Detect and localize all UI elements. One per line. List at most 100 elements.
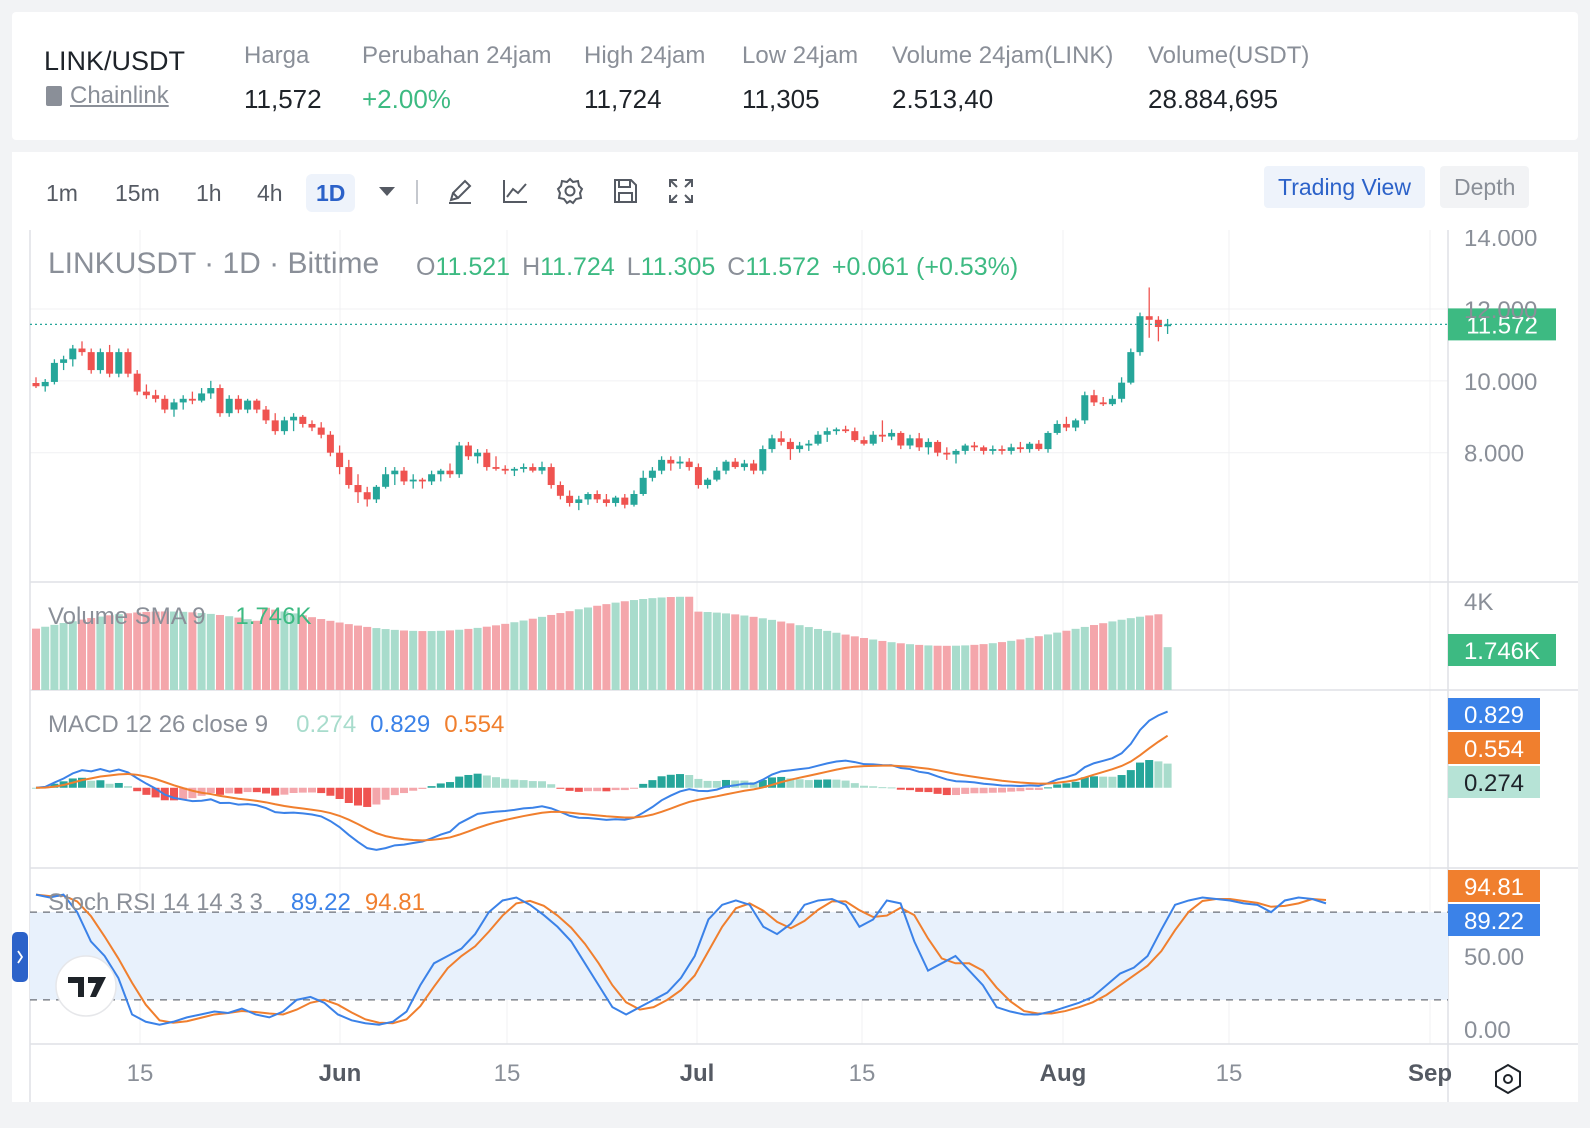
candle-up: [832, 429, 840, 432]
macd-histogram-bar: [1099, 776, 1108, 788]
o-value: 11.521: [435, 253, 510, 281]
chart-toolbar: 1m 15m 1h 4h 1D Trading View Depth: [12, 152, 1578, 230]
macd-histogram-bar: [712, 781, 721, 788]
volume-bar: [676, 596, 684, 690]
volume-bar: [814, 628, 822, 690]
macd-histogram-bar: [878, 787, 887, 789]
candle-up: [924, 441, 932, 448]
price-chart[interactable]: 11.57214.00012.00010.0008.0004K1.746K0.0…: [12, 152, 1578, 1102]
macd-histogram-bar: [952, 787, 960, 796]
candle-up: [179, 398, 187, 403]
candle-down: [970, 445, 978, 448]
candle-up: [1053, 423, 1061, 433]
macd-histogram-bar: [216, 787, 224, 795]
volume-label: Volume SMA 9: [48, 603, 205, 630]
macd-histogram-bar: [850, 783, 859, 788]
macd-histogram-bar: [280, 787, 289, 795]
macd-histogram-bar: [510, 779, 519, 788]
macd-histogram-bar: [1080, 777, 1089, 788]
volume-bar: [1007, 640, 1016, 690]
candle-up: [722, 461, 730, 471]
volume-last-label: 1.746K: [1464, 638, 1540, 665]
macd-histogram-bar: [1154, 761, 1163, 788]
volume-bar: [409, 630, 418, 690]
volume-bar: [252, 620, 261, 690]
macd-histogram-bar: [924, 787, 933, 793]
stat-volume-link: Volume 24jam(LINK) 2.513,40: [892, 42, 1113, 115]
macd-histogram-bar: [896, 787, 905, 790]
macd-histogram-bar: [860, 785, 868, 788]
gear-icon[interactable]: [555, 176, 585, 206]
candle-up: [575, 499, 583, 503]
macd-histogram-bar: [942, 787, 951, 796]
macd-histogram-bar: [326, 787, 335, 796]
volume-bar: [1016, 639, 1025, 690]
candle-down: [602, 499, 610, 503]
x-tick: 15: [127, 1060, 154, 1087]
volume-bar: [400, 630, 408, 690]
candle-up: [391, 470, 399, 475]
timeframe-4h[interactable]: 4h: [257, 180, 283, 206]
macd-histogram-bar: [1108, 776, 1117, 788]
l-label: L: [627, 253, 641, 281]
candle-down: [161, 398, 169, 410]
volume-bar: [114, 614, 123, 690]
settings-hex-icon: [1495, 1063, 1521, 1095]
macd-histogram-bar: [96, 780, 105, 788]
macd-histogram-bar: [1163, 763, 1172, 788]
save-icon[interactable]: [610, 176, 640, 206]
candle-up: [1081, 395, 1089, 421]
macd-histogram-bar: [841, 780, 850, 788]
timeframe-1d[interactable]: 1D: [306, 174, 356, 212]
candle-down: [685, 461, 693, 468]
tradingview-logo-icon: [68, 977, 106, 997]
volume-bar: [289, 613, 298, 690]
macd-histogram-bar: [795, 779, 804, 788]
stat-label: Low 24jam: [742, 42, 859, 69]
volume-bar: [1080, 626, 1089, 690]
stat-value: 2.513,40: [892, 84, 994, 114]
tab-trading-view[interactable]: Trading View: [1264, 166, 1425, 208]
candle-down: [621, 497, 629, 505]
volume-bar: [298, 615, 307, 690]
macd-histogram-bar: [906, 787, 914, 791]
candle-down: [878, 434, 886, 437]
candle-up: [704, 479, 712, 486]
stoch-k-value: 89.22: [291, 889, 351, 916]
line-chart-icon[interactable]: [500, 176, 530, 206]
candle-up: [520, 467, 528, 469]
volume-bar: [78, 619, 86, 690]
volume-legend: Volume SMA 9 1.746K: [48, 603, 312, 630]
volume-bar: [280, 611, 289, 690]
volume-bar: [1136, 616, 1144, 690]
c-value: 11.572: [745, 253, 820, 281]
x-tick: Aug: [1040, 1060, 1087, 1087]
coin-name[interactable]: Chainlink: [70, 82, 169, 109]
tab-depth[interactable]: Depth: [1440, 166, 1530, 208]
macd-histogram-bar: [298, 787, 307, 793]
macd-histogram-bar: [556, 787, 565, 789]
volume-bar: [666, 597, 675, 690]
stoch-legend: Stoch RSI 14 14 3 3 89.22 94.81: [48, 889, 425, 916]
pencil-icon[interactable]: [445, 176, 475, 206]
volume-bar: [133, 612, 142, 690]
candle-down: [731, 461, 739, 468]
volume-bar: [731, 614, 740, 690]
timeframe-1m[interactable]: 1m: [46, 180, 78, 206]
volume-bar: [952, 645, 960, 690]
coin-link[interactable]: Chainlink: [46, 82, 169, 110]
chevron-down-icon[interactable]: [372, 176, 402, 206]
macd-value: 0.829: [370, 711, 430, 738]
volume-bar: [1145, 615, 1154, 690]
fullscreen-icon[interactable]: [666, 176, 696, 206]
timeframe-1h[interactable]: 1h: [196, 180, 222, 206]
candles: [30, 287, 1448, 511]
candle-up: [170, 402, 178, 410]
pair-symbol: LINK/USDT: [44, 46, 186, 76]
macd-histogram-bar: [703, 780, 712, 788]
timeframe-15m[interactable]: 15m: [115, 180, 160, 206]
volume-bar: [501, 623, 510, 690]
macd-line: [35, 710, 1168, 851]
axes: 11.57214.00012.00010.0008.0004K1.746K0.0…: [12, 225, 1556, 1095]
macd-histogram-bar: [418, 787, 427, 789]
